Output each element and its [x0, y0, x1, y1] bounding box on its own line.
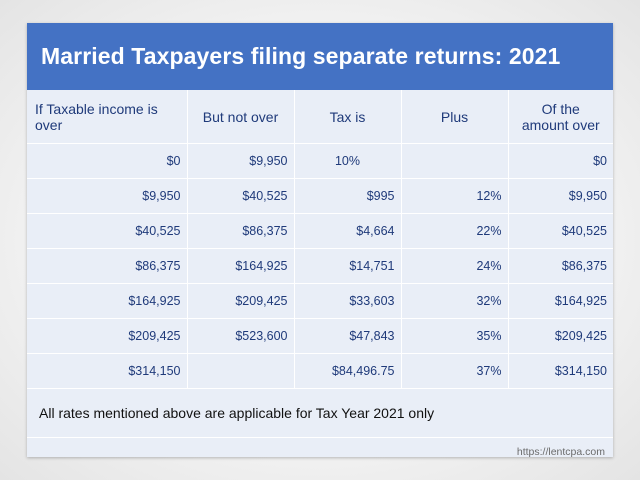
cell-tax-is: $14,751: [294, 248, 402, 284]
cell-plus: 32%: [401, 283, 509, 319]
cell-over: $164,925: [27, 283, 188, 319]
cell-amount-over: $86,375: [508, 248, 613, 284]
cell-over: $40,525: [27, 213, 188, 249]
cell-plus: 37%: [401, 353, 509, 389]
cell-plus: [401, 143, 509, 179]
table-header-row: If Taxable income is over But not over T…: [27, 90, 613, 144]
cell-amount-over: $209,425: [508, 318, 613, 354]
cell-tax-is: $47,843: [294, 318, 402, 354]
column-header-over: If Taxable income is over: [27, 90, 188, 144]
column-header-tax-is: Tax is: [294, 90, 402, 144]
cell-plus: 24%: [401, 248, 509, 284]
table-row: $209,425 $523,600 $47,843 35% $209,425: [27, 318, 613, 354]
source-link[interactable]: https://lentcpa.com: [516, 446, 605, 457]
table-row: $0 $9,950 10% $0: [27, 143, 613, 179]
cell-amount-over: $314,150: [508, 353, 613, 389]
cell-not-over: $40,525: [187, 178, 295, 214]
cell-tax-is: $995: [294, 178, 402, 214]
table-row: $9,950 $40,525 $995 12% $9,950: [27, 178, 613, 214]
cell-plus: 35%: [401, 318, 509, 354]
cell-over: $0: [27, 143, 188, 179]
column-header-plus: Plus: [401, 90, 509, 144]
page-title: Married Taxpayers filing separate return…: [41, 43, 561, 69]
cell-plus: 12%: [401, 178, 509, 214]
cell-not-over: $209,425: [187, 283, 295, 319]
tax-table-card: Married Taxpayers filing separate return…: [27, 23, 613, 457]
cell-over: $209,425: [27, 318, 188, 354]
column-header-not-over: But not over: [187, 90, 295, 144]
cell-tax-is: $84,496.75: [294, 353, 402, 389]
cell-amount-over: $0: [508, 143, 613, 179]
cell-amount-over: $40,525: [508, 213, 613, 249]
cell-plus: 22%: [401, 213, 509, 249]
cell-tax-is: 10%: [294, 143, 402, 179]
cell-not-over: $164,925: [187, 248, 295, 284]
cell-over: $9,950: [27, 178, 188, 214]
table-row: $314,150 $84,496.75 37% $314,150: [27, 353, 613, 389]
column-header-amount-over: Of the amount over: [508, 90, 613, 144]
cell-not-over: $523,600: [187, 318, 295, 354]
cell-not-over: [187, 353, 295, 389]
title-bar: Married Taxpayers filing separate return…: [27, 23, 613, 90]
table-row: $40,525 $86,375 $4,664 22% $40,525: [27, 213, 613, 249]
cell-not-over: $86,375: [187, 213, 295, 249]
tax-bracket-table: If Taxable income is over But not over T…: [27, 90, 613, 389]
table-row: $164,925 $209,425 $33,603 32% $164,925: [27, 283, 613, 319]
table-row: $86,375 $164,925 $14,751 24% $86,375: [27, 248, 613, 284]
cell-not-over: $9,950: [187, 143, 295, 179]
cell-tax-is: $33,603: [294, 283, 402, 319]
cell-amount-over: $164,925: [508, 283, 613, 319]
cell-over: $314,150: [27, 353, 188, 389]
cell-amount-over: $9,950: [508, 178, 613, 214]
footnote: All rates mentioned above are applicable…: [27, 389, 613, 438]
cell-tax-is: $4,664: [294, 213, 402, 249]
cell-over: $86,375: [27, 248, 188, 284]
